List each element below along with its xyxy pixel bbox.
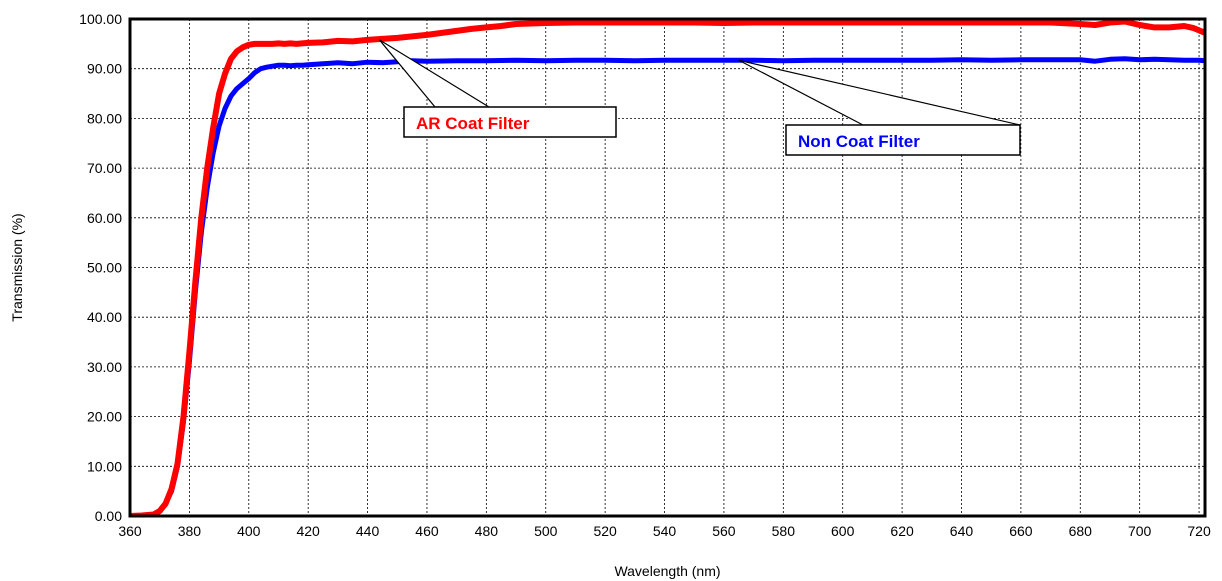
y-tick-label: 70.00 [87,160,122,176]
x-tick-label: 480 [475,523,499,539]
y-tick-label: 60.00 [87,210,122,226]
plot-frame [128,17,1207,518]
x-tick-label: 720 [1187,523,1211,539]
y-tick-label: 30.00 [87,359,122,375]
callout-label-ar-coat-filter: AR Coat Filter [416,114,530,133]
x-axis-title: Wavelength (nm) [614,563,720,579]
x-tick-label: 360 [118,523,142,539]
x-tick-label: 600 [831,523,855,539]
y-tick-label: 10.00 [87,458,122,474]
tick-labels: 360 380 400 420 440 460 480 500 520 540 560 580 600 6… [79,11,1211,539]
x-tick-label: 580 [772,523,796,539]
y-tick-label: 40.00 [87,309,122,325]
x-tick-label: 640 [950,523,974,539]
x-tick-label: 380 [178,523,202,539]
series-line-ar-coat-filter [130,18,1205,516]
x-tick-label: 540 [653,523,677,539]
x-tick-label: 500 [534,523,558,539]
series-group [130,18,1205,516]
y-tick-label: 20.00 [87,409,122,425]
x-tick-label: 620 [890,523,914,539]
y-tick-label: 50.00 [87,260,122,276]
x-tick-label: 400 [237,523,261,539]
callout-box-non-coat-filter [785,124,1021,156]
callout-label-non-coat-filter: Non Coat Filter [798,132,920,151]
x-tick-label: 680 [1069,523,1093,539]
x-tick-label: 420 [296,523,320,539]
y-tick-label: 80.00 [87,110,122,126]
x-tick-label: 660 [1009,523,1033,539]
y-axis-title: Transmission (%) [9,213,25,321]
annotations: AR Coat Filter Non Coat Filter [378,39,1021,156]
y-tick-label: 100.00 [79,11,122,27]
x-tick-label: 460 [415,523,439,539]
y-tick-label: 0.00 [95,508,122,524]
x-tick-label: 560 [712,523,736,539]
y-tick-label: 90.00 [87,61,122,77]
x-tick-label: 440 [356,523,380,539]
x-tick-label: 700 [1128,523,1152,539]
callout-box-ar-coat-filter [403,106,617,138]
x-tick-label: 520 [593,523,617,539]
